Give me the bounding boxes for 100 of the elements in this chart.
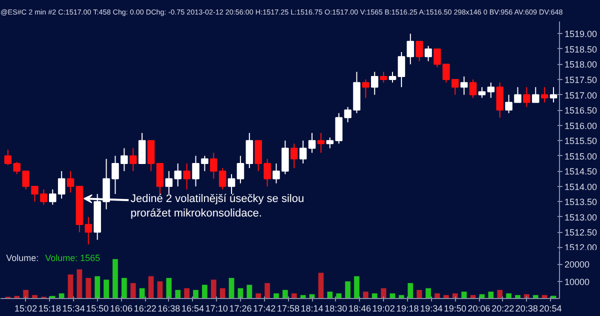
bar <box>94 276 100 298</box>
bar <box>184 288 190 298</box>
bar <box>23 290 28 298</box>
x-tick-label: 16:38 <box>158 304 180 314</box>
candlestick <box>120 148 128 172</box>
y-tick-label: 10000 <box>564 276 590 287</box>
x-tick-label: 15:34 <box>62 304 85 314</box>
candlestick <box>523 86 530 108</box>
x-tick-label: 17:58 <box>276 304 300 314</box>
bar <box>86 278 92 298</box>
x-tick-label: 18:14 <box>300 304 324 314</box>
bar <box>220 288 226 298</box>
x-tick-label: 19:18 <box>396 304 419 314</box>
y-tick-label: 1515.50 <box>564 136 598 146</box>
bar <box>112 259 118 298</box>
bar <box>488 292 494 298</box>
y-tick-label: 1514.50 <box>564 166 598 177</box>
bar <box>76 269 82 298</box>
candlestick <box>264 158 271 187</box>
bar <box>354 276 360 298</box>
candlestick <box>370 71 378 96</box>
bar <box>68 274 74 298</box>
candlestick <box>210 152 218 180</box>
x-tick-label: 18:30 <box>324 304 348 314</box>
bar <box>228 278 234 298</box>
bar <box>408 283 414 298</box>
candlestick <box>130 148 137 172</box>
x-tick-label: 20:38 <box>515 304 538 314</box>
x-tick-label: 19:50 <box>444 304 466 314</box>
candlestick <box>540 86 548 103</box>
candlestick <box>380 71 388 84</box>
bar <box>202 284 208 298</box>
candlestick <box>398 52 406 88</box>
candlestick <box>218 168 226 190</box>
bar <box>122 278 127 298</box>
y-tick-label: 1516.50 <box>564 106 598 116</box>
bar <box>363 292 368 298</box>
bar <box>246 284 252 298</box>
candlestick <box>326 137 334 149</box>
bar <box>210 280 216 298</box>
candlestick <box>40 188 48 206</box>
candlestick <box>478 86 486 98</box>
bar <box>104 280 109 298</box>
bar <box>193 290 198 298</box>
bar <box>336 293 342 298</box>
candlestick <box>424 45 432 62</box>
y-tick-label: 20000 <box>564 260 590 270</box>
bar <box>372 293 378 298</box>
candlestick <box>317 132 325 154</box>
x-tick-label: 19:02 <box>372 304 395 314</box>
bar <box>264 283 270 298</box>
x-tick-label: 19:34 <box>420 304 443 314</box>
y-tick-label: 1514.00 <box>564 182 598 192</box>
bar <box>380 288 386 298</box>
candlestick <box>254 140 262 172</box>
y-tick-label: 1518.50 <box>564 44 598 54</box>
candlestick <box>31 186 38 202</box>
candlestick <box>66 170 74 193</box>
series-label: Volume: 1565 <box>45 252 100 263</box>
y-tick-label: 1517.50 <box>564 75 598 86</box>
y-tick-label: 1517.00 <box>564 90 598 100</box>
candlestick <box>156 162 164 195</box>
candlestick <box>147 140 155 172</box>
bar <box>461 292 467 298</box>
candlestick <box>228 174 236 195</box>
x-tick-label: 16:54 <box>182 304 204 314</box>
candlestick <box>451 79 459 96</box>
bar <box>256 293 262 298</box>
candlestick <box>496 82 504 118</box>
candlestick <box>201 155 208 172</box>
x-tick-label: 17:42 <box>253 304 276 314</box>
bar <box>139 288 145 298</box>
x-tick-label: 17:26 <box>229 304 252 314</box>
x-tick-label: 15:18 <box>38 304 61 314</box>
candlestick <box>388 71 396 84</box>
bar <box>58 293 64 298</box>
bar <box>166 278 172 298</box>
bar <box>175 290 181 298</box>
bar <box>506 293 512 298</box>
x-tick-label: 20:54 <box>539 304 562 314</box>
bar <box>157 281 163 298</box>
x-tick-label: 15:50 <box>86 304 109 314</box>
x-tick-label: 20:06 <box>468 304 490 314</box>
legend-title: Volume: <box>6 252 39 263</box>
bar <box>434 293 440 298</box>
candlestick <box>416 40 423 62</box>
bar <box>327 292 333 298</box>
x-tick-label: 20:22 <box>492 304 514 314</box>
candlestick <box>308 132 316 154</box>
x-tick-label: 17:10 <box>205 304 228 314</box>
y-tick-label: 1519.00 <box>564 29 598 40</box>
candlestick <box>487 82 495 98</box>
bar <box>345 281 350 298</box>
bar <box>318 272 324 298</box>
x-tick-label: 16:22 <box>134 304 156 314</box>
bar <box>291 293 297 298</box>
bar <box>426 288 431 298</box>
y-tick-label: 1513.50 <box>564 197 598 208</box>
bar <box>274 293 279 298</box>
candlestick <box>246 132 254 169</box>
